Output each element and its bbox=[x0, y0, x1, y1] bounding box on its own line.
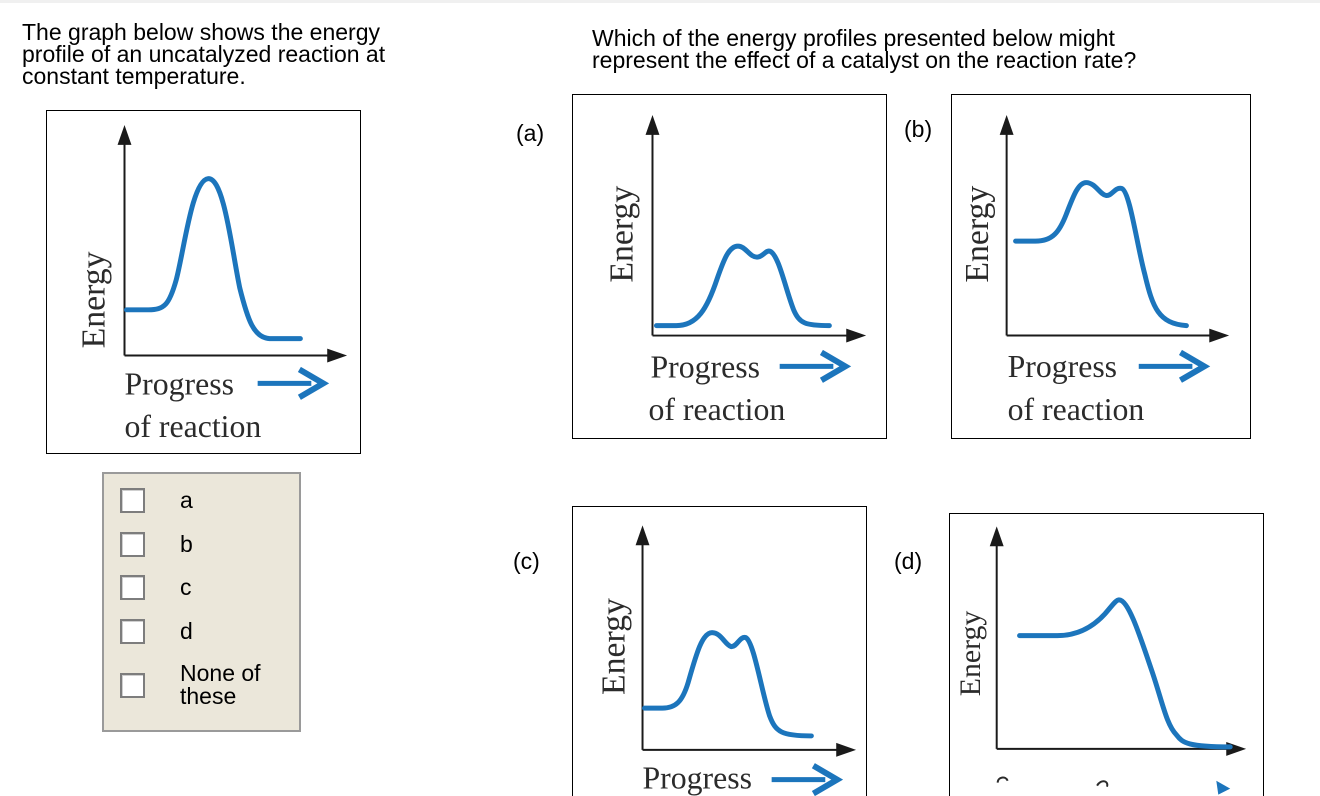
figure-b-svg: Energy Progress of reaction bbox=[959, 115, 1230, 427]
energy-curve bbox=[1017, 597, 1233, 750]
y-axis-label: Energy bbox=[604, 186, 641, 283]
x-axis-label-line2: of reaction bbox=[1008, 392, 1145, 427]
option-b-label: b bbox=[180, 531, 193, 557]
x-axis-arrowhead bbox=[327, 348, 348, 363]
figure-b-label: (b) bbox=[904, 116, 933, 142]
x-axis-arrowhead bbox=[846, 328, 867, 343]
option-none-checkbox[interactable] bbox=[120, 672, 145, 698]
option-c-energy-graph: Energy Progress bbox=[572, 506, 867, 796]
option-c-label: c bbox=[180, 574, 192, 600]
y-axis-label: Energy bbox=[959, 186, 996, 283]
figure-c-svg: Energy Progress bbox=[596, 525, 857, 796]
option-a-checkbox[interactable] bbox=[120, 488, 145, 513]
option-d-checkbox[interactable] bbox=[120, 619, 145, 644]
x-axis-label-line1: Progress bbox=[651, 349, 760, 384]
y-axis-arrowhead bbox=[999, 115, 1014, 135]
option-a-label: a bbox=[180, 487, 193, 513]
option-c-checkbox[interactable] bbox=[120, 575, 145, 600]
progress-arrow-head bbox=[297, 366, 330, 400]
y-axis-label: Energy bbox=[76, 251, 113, 348]
y-axis-arrowhead bbox=[989, 526, 1004, 547]
reference-energy-graph: Energy Progress of reaction bbox=[46, 110, 361, 454]
cropped-label-fragment bbox=[1096, 780, 1109, 787]
figure-a-svg: Energy Progress of reaction bbox=[604, 114, 867, 427]
y-axis-arrowhead bbox=[117, 125, 132, 145]
x-axis-arrowhead bbox=[1209, 328, 1230, 343]
energy-curve bbox=[653, 243, 832, 329]
option-d-label: d bbox=[180, 618, 193, 644]
y-axis-label: Energy bbox=[954, 611, 987, 697]
option-b-energy-graph: Energy Progress of reaction bbox=[951, 94, 1251, 439]
option-c[interactable]: c bbox=[120, 575, 192, 600]
x-axis-arrowhead bbox=[836, 742, 857, 757]
top-border bbox=[0, 0, 1320, 3]
figure-d-label: (d) bbox=[894, 548, 923, 574]
progress-arrow-head bbox=[1216, 780, 1231, 795]
option-none-label: None of these bbox=[180, 660, 261, 709]
energy-curve bbox=[1013, 180, 1189, 329]
question-text: Which of the energy profiles presented b… bbox=[592, 25, 1137, 73]
y-axis-label: Energy bbox=[596, 598, 633, 695]
x-axis-label-line1: Progress bbox=[643, 761, 752, 796]
option-b-checkbox[interactable] bbox=[120, 532, 145, 557]
option-d[interactable]: d bbox=[120, 619, 193, 644]
x-axis-label-line1: Progress bbox=[1008, 349, 1117, 384]
option-none[interactable]: None of these bbox=[120, 662, 261, 708]
answer-options-panel: a b c d None of these bbox=[102, 472, 301, 732]
energy-curve bbox=[642, 630, 814, 739]
y-axis-arrowhead bbox=[645, 114, 660, 135]
y-axis-arrowhead bbox=[635, 525, 650, 546]
option-b[interactable]: b bbox=[120, 532, 193, 557]
x-axis-label-line2: of reaction bbox=[125, 409, 262, 444]
figure-c-label: (c) bbox=[513, 548, 540, 574]
progress-arrow-head bbox=[1178, 349, 1211, 383]
energy-curve bbox=[124, 176, 303, 342]
cropped-label-fragment bbox=[996, 776, 1009, 783]
option-d-energy-graph: Energy bbox=[949, 513, 1264, 796]
intro-text: The graph below shows the energy profile… bbox=[22, 19, 386, 89]
figure-a-label: (a) bbox=[516, 120, 545, 146]
x-axis-label-line1: Progress bbox=[125, 366, 234, 401]
progress-arrow-head bbox=[811, 763, 844, 796]
progress-arrow-head bbox=[819, 349, 852, 383]
figure-d-svg: Energy bbox=[954, 526, 1247, 795]
x-axis-label-line2: of reaction bbox=[649, 392, 786, 427]
reference-graph-svg: Energy Progress of reaction bbox=[76, 125, 348, 444]
option-a[interactable]: a bbox=[120, 488, 193, 513]
option-a-energy-graph: Energy Progress of reaction bbox=[572, 94, 887, 439]
